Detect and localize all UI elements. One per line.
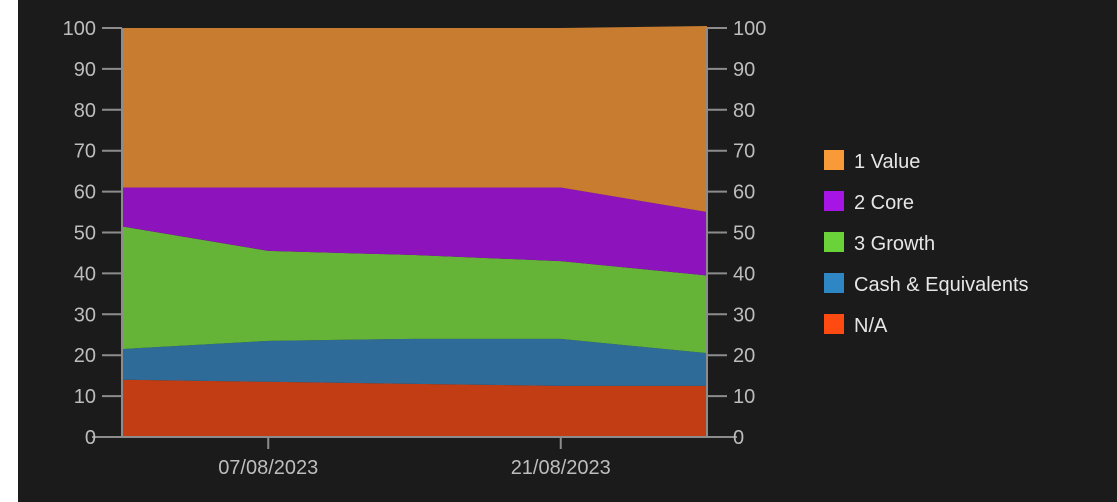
legend-swatch-n-a [824, 314, 844, 334]
legend-swatch-3-growth [824, 232, 844, 252]
y-tick-label-left: 100 [63, 18, 96, 40]
legend-swatch-2-core [824, 191, 844, 211]
y-tick-label-left: 40 [74, 263, 96, 285]
y-tick-label-right: 10 [733, 386, 755, 408]
y-tick-label-left: 10 [74, 386, 96, 408]
area-3-growth [122, 226, 707, 354]
y-tick-label-right: 90 [733, 59, 755, 81]
area-1-value [122, 25, 707, 213]
legend-label-n-a: N/A [854, 315, 888, 337]
y-tick-label-left: 30 [74, 304, 96, 326]
x-tick-label: 21/08/2023 [511, 457, 611, 479]
legend-label-1-value: 1 Value [854, 151, 920, 173]
y-tick-label-left: 60 [74, 182, 96, 204]
y-tick-label-left: 80 [74, 100, 96, 122]
y-tick-label-left: 90 [74, 59, 96, 81]
stacked-area-chart: 0 0 10 10 20 20 30 30 40 40 50 50 60 60 70 70 80 80 90 90 10… [63, 18, 1029, 479]
area-cash-equivalents [122, 338, 707, 386]
y-tick-label-right: 50 [733, 223, 755, 245]
legend-label-3-growth: 3 Growth [854, 233, 935, 255]
y-tick-label-right: 60 [733, 182, 755, 204]
y-tick-label-right: 80 [733, 100, 755, 122]
y-tick-label-left: 0 [85, 427, 96, 449]
legend-swatch-cash-equivalents [824, 273, 844, 293]
y-tick-label-right: 20 [733, 345, 755, 367]
legend-label-cash-equivalents: Cash & Equivalents [854, 274, 1029, 296]
y-tick-label-right: 30 [733, 304, 755, 326]
y-tick-label-left: 50 [74, 223, 96, 245]
area-n-a [122, 379, 707, 437]
area-2-core [122, 187, 707, 276]
y-tick-label-right: 100 [733, 18, 766, 40]
legend-label-2-core: 2 Core [854, 192, 914, 214]
chart-panel: 0 0 10 10 20 20 30 30 40 40 50 50 60 60 70 70 80 80 90 90 10… [18, 0, 1117, 502]
y-tick-label-right: 70 [733, 141, 755, 163]
y-tick-label-right: 0 [733, 427, 744, 449]
y-tick-label-left: 20 [74, 345, 96, 367]
legend-swatch-1-value [824, 150, 844, 170]
x-tick-label: 07/08/2023 [218, 457, 318, 479]
y-tick-label-left: 70 [74, 141, 96, 163]
y-tick-label-right: 40 [733, 263, 755, 285]
